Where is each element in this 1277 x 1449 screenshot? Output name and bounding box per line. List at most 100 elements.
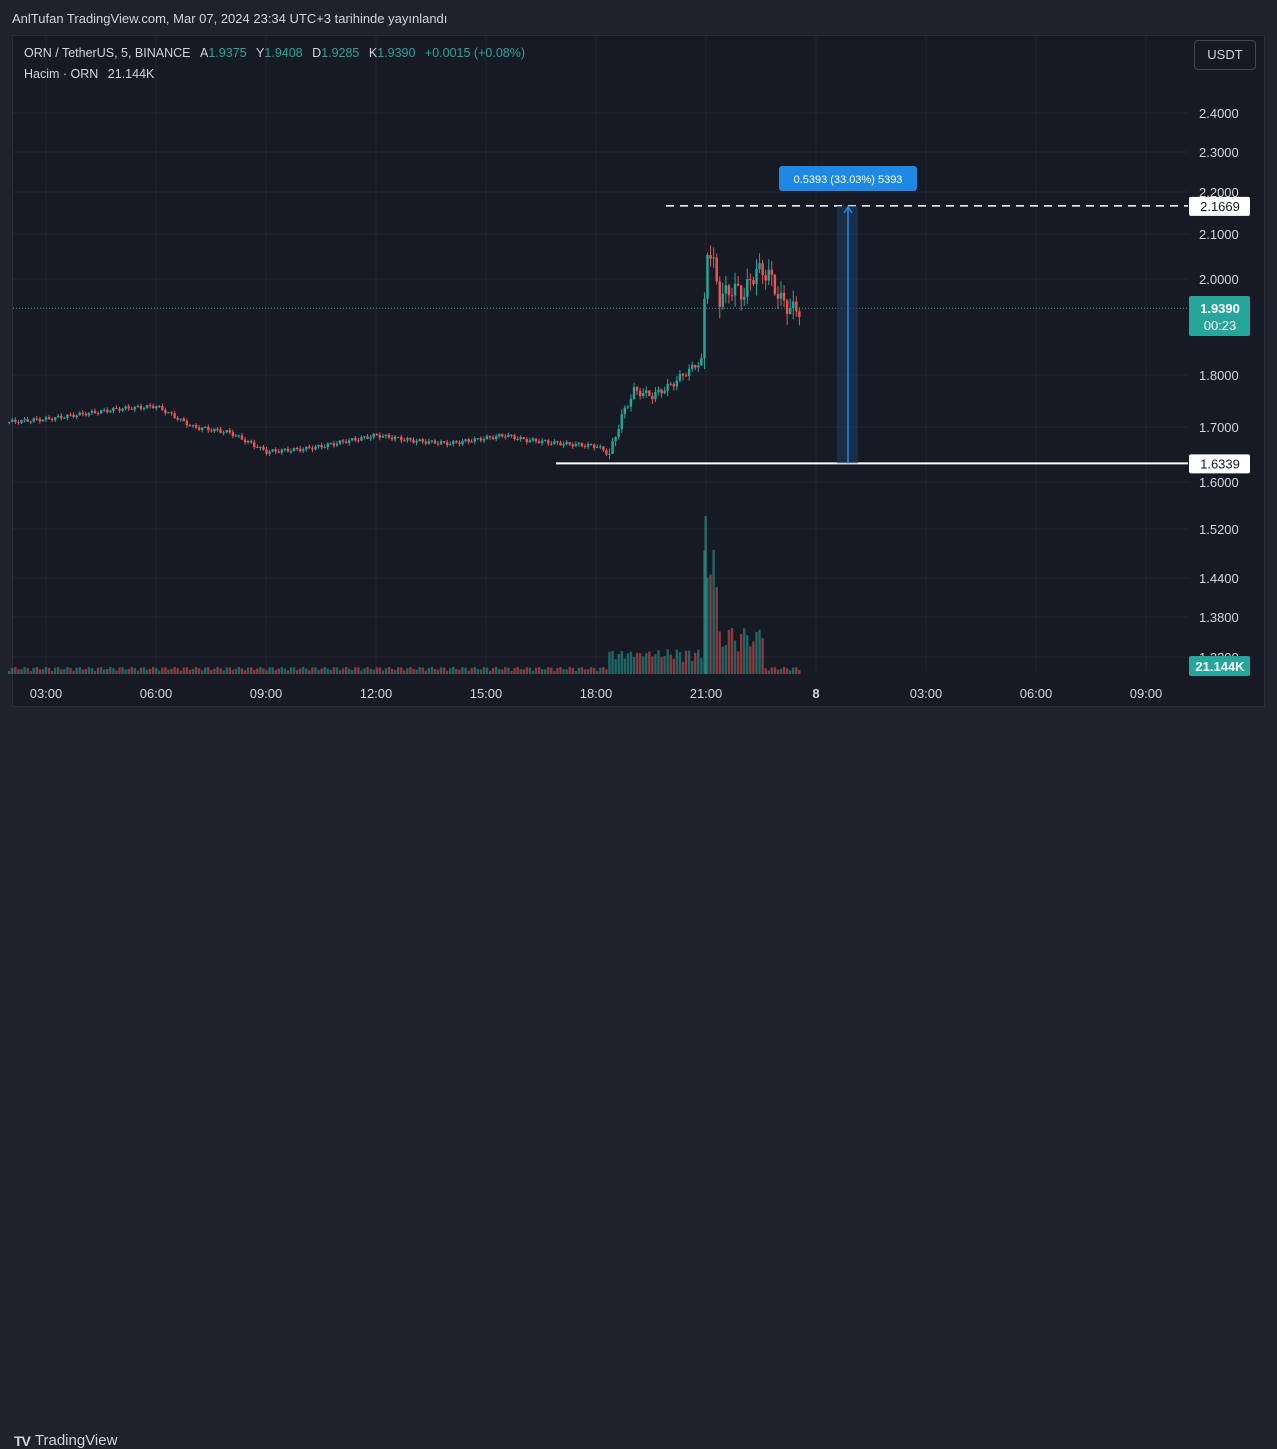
volume-bar bbox=[17, 669, 20, 674]
published-caption: AnlTufan TradingView.com, Mar 07, 2024 2… bbox=[12, 11, 448, 26]
y-tick-label: 1.6000 bbox=[1199, 475, 1239, 490]
volume-bar bbox=[133, 668, 137, 674]
volume-bar bbox=[485, 667, 489, 674]
volume-bar bbox=[200, 670, 204, 674]
volume-bar bbox=[641, 656, 645, 674]
candle-body bbox=[216, 428, 219, 430]
volume-bar bbox=[243, 670, 247, 674]
chart-panel[interactable] bbox=[12, 35, 1265, 707]
tradingview-logo[interactable]: TV TradingView bbox=[14, 1432, 117, 1449]
candle-body bbox=[121, 408, 124, 411]
volume-bar bbox=[461, 667, 464, 674]
candle-body bbox=[249, 440, 253, 443]
volume-bar bbox=[8, 671, 11, 674]
volume-bar bbox=[124, 669, 127, 674]
volume-bar bbox=[488, 670, 492, 674]
candle-body bbox=[243, 439, 247, 443]
volume-bar bbox=[479, 669, 483, 674]
price-chart[interactable]: 2.4000 2.3000 2.2000 2.1000 2.0000 1.8000 1.70… bbox=[0, 0, 1277, 755]
volume-bar bbox=[406, 668, 409, 674]
y-tick-label: 1.5200 bbox=[1199, 522, 1239, 537]
candle-body bbox=[654, 392, 657, 400]
candle-body bbox=[421, 439, 424, 442]
volume-bar bbox=[409, 667, 412, 674]
candle-body bbox=[106, 409, 109, 413]
candle-body bbox=[638, 390, 642, 397]
candle-body bbox=[341, 440, 345, 442]
volume-bar bbox=[501, 669, 504, 674]
candle-body bbox=[504, 436, 507, 438]
candle-body bbox=[256, 446, 259, 448]
candle-body bbox=[424, 441, 427, 444]
volume-bar bbox=[87, 667, 91, 674]
volume-bar bbox=[225, 667, 228, 674]
candle-body bbox=[531, 438, 535, 441]
volume-bar bbox=[795, 667, 798, 674]
candle-body bbox=[78, 412, 81, 416]
candle-body bbox=[305, 446, 308, 450]
close-label: K bbox=[368, 46, 378, 60]
volume-bar bbox=[458, 669, 461, 674]
candle-body bbox=[20, 420, 23, 423]
x-tick-label: 12:00 bbox=[360, 686, 393, 701]
volume-bar bbox=[308, 670, 311, 674]
volume-bar bbox=[387, 667, 391, 674]
candle-body bbox=[798, 311, 801, 317]
candle-body bbox=[433, 440, 437, 444]
volume-bar bbox=[666, 649, 669, 674]
volume-bar bbox=[14, 667, 17, 674]
candle-body bbox=[641, 393, 645, 397]
volume-label[interactable]: Hacim · ORN bbox=[24, 67, 99, 81]
candle-body bbox=[200, 427, 204, 430]
candle-body bbox=[645, 390, 648, 394]
volume-bar bbox=[767, 670, 770, 674]
y-tick-label: 2.0000 bbox=[1199, 272, 1239, 287]
volume-bar bbox=[44, 667, 48, 674]
candle-body bbox=[663, 391, 666, 394]
x-tick-label: 15:00 bbox=[470, 686, 503, 701]
volume-bar bbox=[372, 669, 375, 674]
candle-body bbox=[684, 375, 688, 377]
candle-body bbox=[605, 450, 608, 455]
candle-body bbox=[194, 425, 198, 428]
volume-bar bbox=[743, 628, 746, 674]
candle-body bbox=[764, 275, 767, 281]
volume-bar bbox=[329, 670, 333, 674]
volume-bar bbox=[99, 667, 103, 674]
candle-body bbox=[188, 425, 192, 427]
volume-bar bbox=[736, 651, 740, 674]
candle-body bbox=[660, 389, 663, 394]
volume-bar bbox=[522, 669, 525, 674]
volume-bar bbox=[712, 549, 715, 674]
volume-bar bbox=[148, 668, 152, 674]
candle-body bbox=[445, 442, 449, 446]
volume-bar bbox=[565, 669, 568, 674]
volume-bar bbox=[476, 668, 480, 674]
volume-bar bbox=[553, 670, 556, 674]
candle-body bbox=[335, 443, 339, 446]
candle-body bbox=[372, 433, 375, 438]
candle-body bbox=[357, 440, 360, 442]
candle-body bbox=[473, 438, 476, 442]
volume-bar bbox=[519, 669, 522, 674]
volume-bar bbox=[246, 667, 250, 674]
volume-bar bbox=[568, 667, 571, 674]
candle-body bbox=[442, 441, 446, 443]
candle-body bbox=[151, 406, 155, 409]
candle-body bbox=[23, 419, 26, 421]
volume-bar bbox=[283, 668, 287, 674]
candle-body bbox=[678, 373, 682, 381]
candle-body bbox=[381, 436, 385, 438]
symbol-title[interactable]: ORN / TetherUS, 5, BINANCE bbox=[24, 46, 191, 60]
candle-body bbox=[87, 412, 91, 416]
volume-bar bbox=[155, 668, 158, 674]
candle-body bbox=[403, 440, 406, 442]
currency-button[interactable]: USDT bbox=[1194, 40, 1256, 70]
volume-bar bbox=[311, 667, 314, 674]
candle-body bbox=[577, 443, 581, 445]
volume-bar bbox=[687, 650, 691, 674]
candle-body bbox=[378, 434, 382, 438]
measure-label-box bbox=[779, 166, 917, 191]
candle-body bbox=[430, 440, 434, 442]
candle-body bbox=[393, 436, 397, 440]
